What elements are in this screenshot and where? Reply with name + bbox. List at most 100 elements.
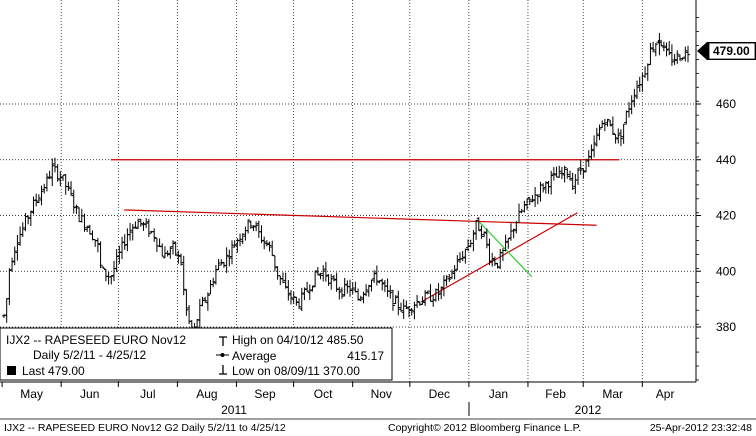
price-bar [232, 240, 237, 248]
price-bar [559, 166, 564, 179]
price-bar [184, 289, 189, 316]
price-bar [168, 246, 173, 259]
price-bar [471, 230, 476, 252]
price-bar [264, 240, 269, 247]
last-price-box [708, 42, 756, 60]
price-bar [313, 270, 318, 288]
price-bar [495, 262, 500, 269]
price-bar [551, 167, 556, 181]
price-bar [549, 170, 554, 195]
x-month-label: Jun [80, 387, 99, 401]
low-marker-icon [219, 365, 227, 375]
legend-box: IJX2 -- RAPESEED EURO Nov12 Daily 5/2/11… [0, 327, 393, 381]
price-bar [447, 273, 452, 282]
x-month-label: Jan [489, 387, 508, 401]
x-axis: May Jun Jul Aug Sep Oct Nov Dec Jan Feb Mar Apr 2011… [1, 382, 674, 417]
footer-left: IJX2 -- RAPESEED EURO Nov12 G2 Daily 5/2… [4, 422, 286, 434]
last-price-tag: 479.00 [697, 42, 756, 61]
legend-title: IJX2 -- RAPESEED EURO Nov12 [6, 333, 186, 347]
price-bar [605, 118, 610, 127]
price-bar [390, 289, 395, 311]
price-bar [530, 194, 535, 203]
price-bar [331, 274, 336, 282]
price-bar [597, 124, 602, 141]
legend-period: Daily 5/2/11 - 4/25/12 [33, 348, 147, 362]
price-bar [173, 241, 178, 256]
price-bar [618, 129, 623, 147]
price-bar [589, 144, 594, 160]
price-bar [136, 218, 141, 229]
x-month-label: Oct [314, 387, 333, 401]
price-bar [377, 280, 382, 284]
price-bar [407, 306, 412, 318]
price-bar [565, 168, 570, 179]
legend-low: Low on 08/09/11 370.00 [232, 364, 360, 378]
price-bar [262, 236, 267, 250]
price-bar [181, 255, 186, 296]
x-month-label: Mar [602, 387, 623, 401]
price-bar [669, 44, 674, 66]
price-bar [195, 318, 200, 329]
price-bar [238, 233, 243, 247]
price-bar [511, 228, 516, 239]
price-bar [479, 225, 484, 239]
price-bar [348, 279, 353, 297]
y-axis: 380 400 420 440 460 [696, 17, 736, 381]
price-bar [404, 300, 409, 310]
price-bar [364, 284, 369, 297]
price-bar [47, 170, 52, 180]
price-bar [74, 204, 79, 214]
price-bar [200, 296, 205, 307]
price-bar [562, 165, 567, 183]
price-bar [393, 295, 398, 305]
price-bar [310, 285, 315, 292]
price-bar [230, 240, 234, 265]
price-bar [302, 287, 307, 301]
price-bar [299, 287, 304, 312]
price-bar [490, 252, 495, 267]
price-bar [396, 290, 401, 316]
price-bar [55, 164, 60, 182]
price-bar [667, 41, 672, 56]
price-bar [535, 194, 540, 205]
price-bar [224, 247, 229, 273]
price-bar [366, 284, 371, 297]
price-bar [240, 233, 245, 245]
price-bar [621, 123, 626, 144]
price-bar [648, 42, 653, 65]
price-bar [165, 250, 170, 257]
price-bar [144, 218, 149, 228]
price-bar [626, 101, 631, 118]
price-bar [675, 50, 680, 64]
price-bar [179, 253, 184, 266]
legend-background [0, 327, 393, 381]
price-bar [101, 266, 106, 269]
price-bar [109, 275, 114, 285]
price-bar [71, 189, 76, 214]
price-bar [578, 160, 583, 175]
price-bar [592, 135, 597, 158]
price-bar [152, 228, 157, 242]
price-bar [425, 290, 430, 295]
y-tick-label: 440 [716, 153, 736, 167]
price-bar [227, 249, 232, 267]
price-bar [567, 170, 572, 181]
price-bar [254, 221, 259, 232]
price-bar [680, 57, 685, 61]
x-month-label: Aug [196, 387, 217, 401]
price-bar [672, 54, 677, 66]
price-bar [7, 268, 12, 306]
price-bar [10, 257, 15, 272]
price-bar [216, 258, 221, 271]
price-bar [318, 272, 323, 280]
price-bar [203, 296, 208, 303]
price-bar [58, 171, 63, 187]
price-bar [487, 238, 492, 266]
price-bar [476, 217, 481, 232]
price-bar [329, 273, 334, 290]
last-swatch-icon [7, 366, 16, 375]
y-tick-label: 420 [716, 209, 736, 223]
price-bar [289, 290, 294, 305]
price-bar [466, 239, 471, 252]
price-bar [452, 265, 457, 280]
